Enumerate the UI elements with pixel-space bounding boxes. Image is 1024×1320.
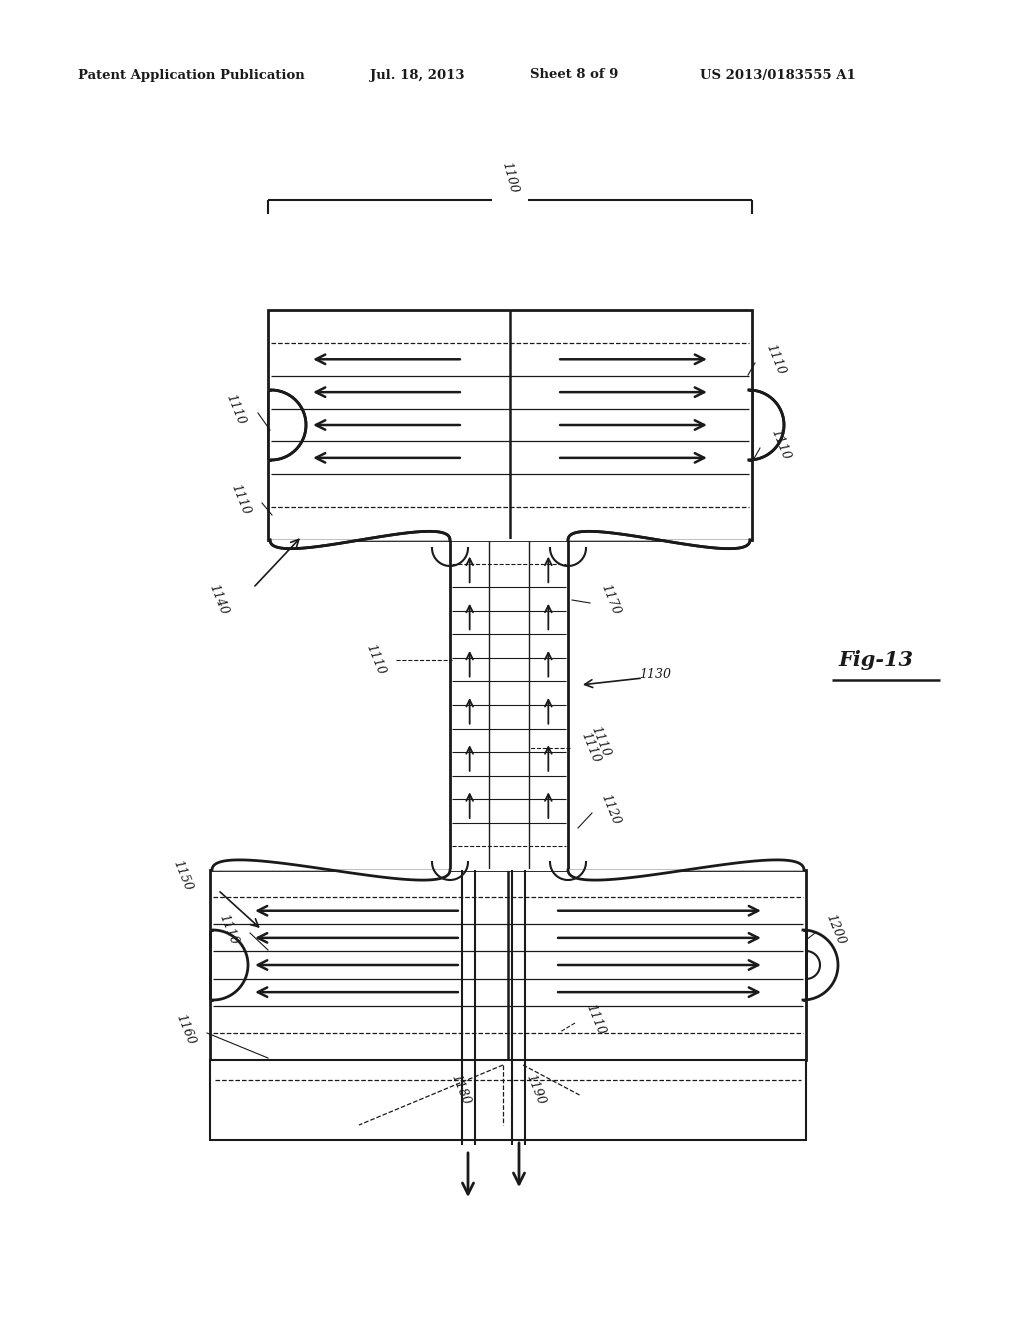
Text: 1120: 1120	[598, 793, 622, 828]
Text: 1110: 1110	[588, 725, 612, 759]
Text: 1110: 1110	[768, 428, 792, 462]
Text: US 2013/0183555 A1: US 2013/0183555 A1	[700, 69, 856, 82]
Text: 1100: 1100	[500, 161, 520, 195]
Text: 1170: 1170	[598, 582, 622, 618]
Text: 1140: 1140	[206, 582, 230, 618]
Polygon shape	[270, 532, 750, 549]
Text: 1110: 1110	[223, 393, 247, 428]
Text: Fig-13: Fig-13	[838, 649, 913, 671]
Polygon shape	[212, 859, 804, 880]
Text: 1200: 1200	[823, 912, 847, 948]
Text: 1110: 1110	[583, 1003, 607, 1038]
Text: Patent Application Publication: Patent Application Publication	[78, 69, 305, 82]
Text: 1150: 1150	[170, 859, 194, 894]
Bar	[210, 1060, 806, 1140]
Text: 1110: 1110	[763, 343, 787, 378]
Text: 1110: 1110	[578, 731, 602, 766]
Text: 1110: 1110	[362, 643, 387, 677]
Text: 1110: 1110	[216, 912, 240, 948]
Text: Jul. 18, 2013: Jul. 18, 2013	[370, 69, 465, 82]
Text: 1130: 1130	[639, 668, 671, 681]
Text: 1110: 1110	[228, 483, 252, 517]
Text: Sheet 8 of 9: Sheet 8 of 9	[530, 69, 618, 82]
Bar	[268, 310, 752, 540]
Text: 1160: 1160	[173, 1012, 197, 1047]
Text: 1190: 1190	[523, 1073, 547, 1107]
Text: 1180: 1180	[447, 1073, 472, 1107]
Bar	[450, 540, 568, 870]
Bar	[210, 870, 806, 1060]
